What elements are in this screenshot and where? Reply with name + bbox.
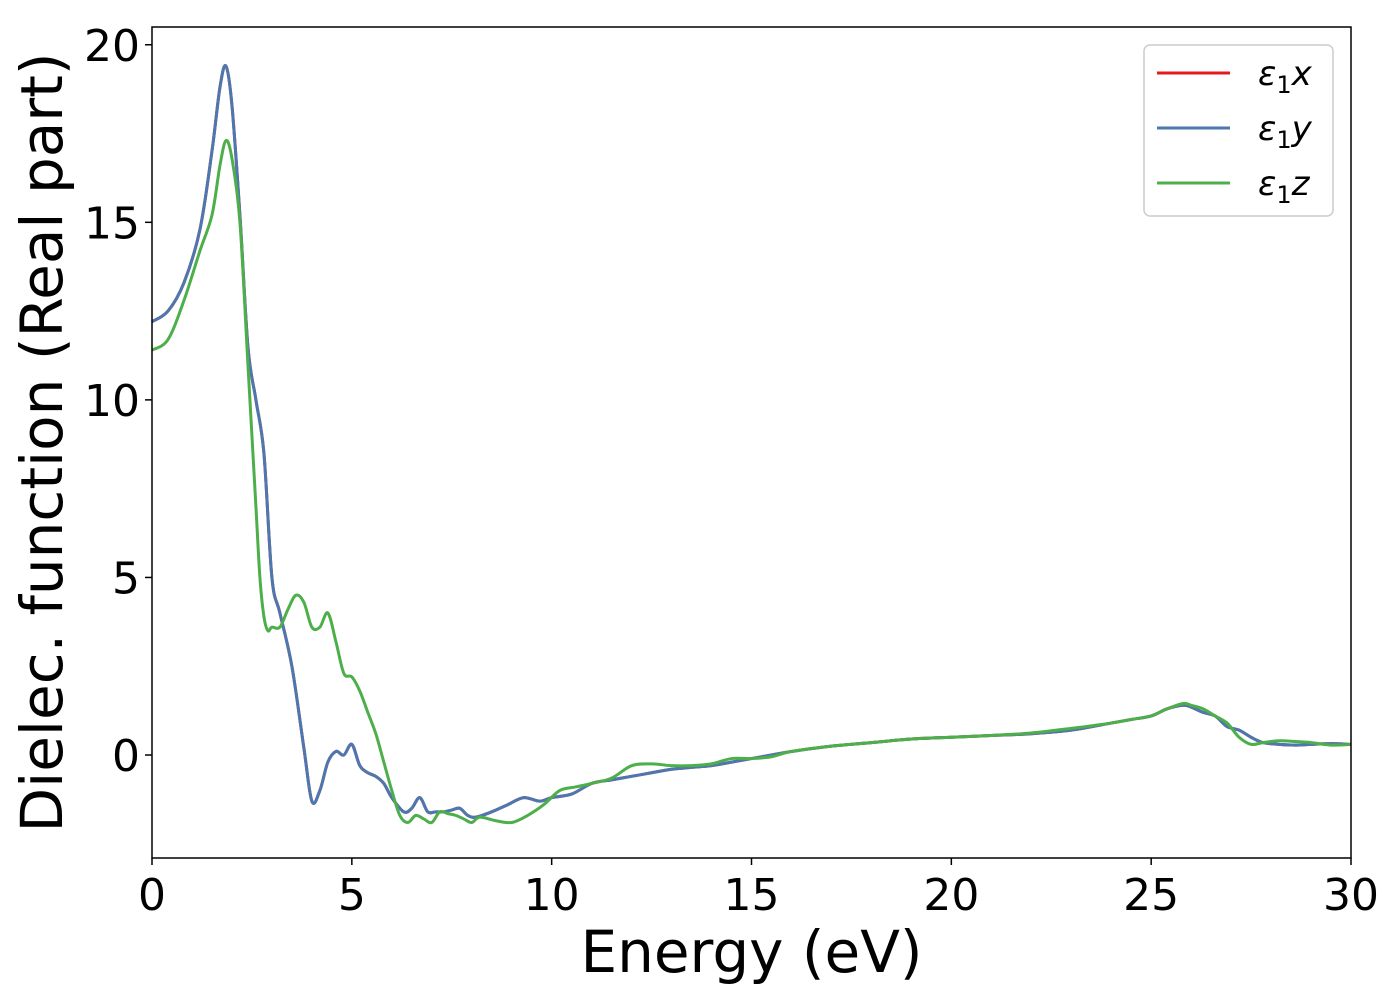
legend-label-y: ε1y [1258,109,1313,154]
x-tick-label: 5 [338,870,366,921]
legend: ε1x ε1y ε1z [1143,44,1334,217]
y-tick-label: 20 [84,21,140,72]
x-tick-label: 30 [1323,870,1379,921]
legend-box [1143,44,1334,217]
y-axis-label: Dielec. function (Real part) [8,52,76,832]
legend-label-z: ε1z [1258,164,1311,209]
x-tick-label: 20 [923,870,979,921]
y-tick-label: 0 [112,731,140,782]
x-tick-label: 15 [724,870,780,921]
x-axis: 0 5 10 15 20 25 30 [138,858,1379,921]
legend-label-x: ε1x [1258,54,1313,99]
x-tick-label: 0 [138,870,166,921]
x-tick-label: 10 [524,870,580,921]
x-tick-label: 25 [1123,870,1179,921]
series-line-z [151,139,1352,825]
series-layer [151,64,1352,825]
y-tick-label: 15 [84,198,140,249]
x-axis-label: Energy (eV) [580,918,922,986]
y-axis: 0 5 10 15 20 [84,21,152,782]
y-tick-label: 10 [84,376,140,427]
y-tick-label: 5 [112,553,140,604]
